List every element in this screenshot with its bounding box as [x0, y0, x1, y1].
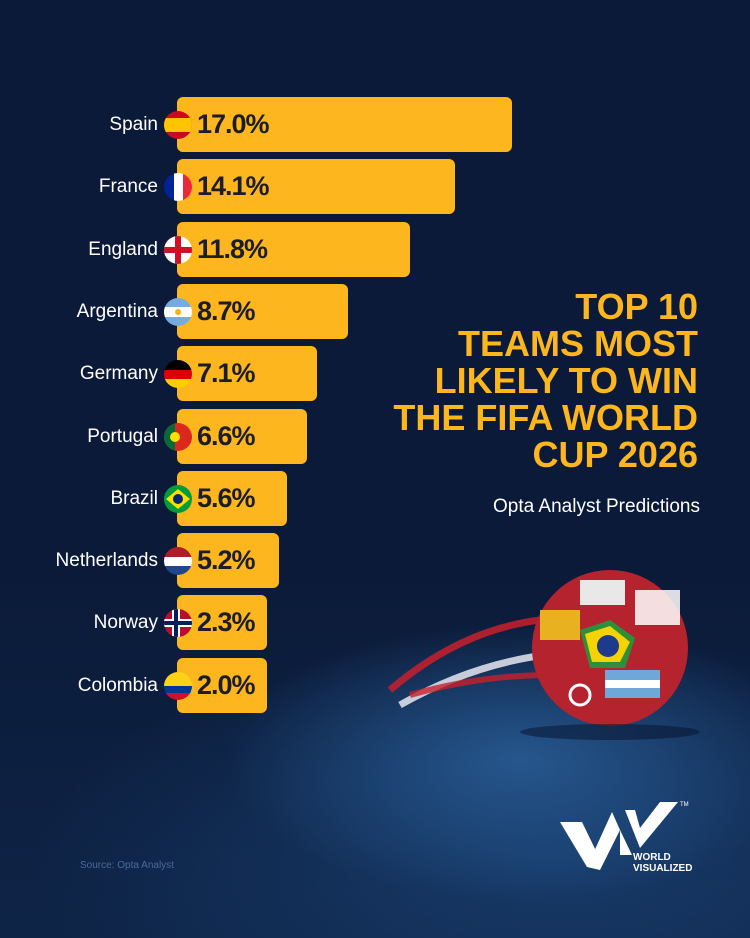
bar-row: Colombia 2.0%: [0, 657, 750, 714]
germany-flag-icon: [164, 360, 192, 389]
bar: [177, 533, 280, 589]
value-label: 11.8%: [197, 233, 268, 264]
bar: [177, 470, 288, 526]
spain-flag-icon: [164, 111, 192, 139]
bar-row: Brazil 5.6%: [0, 470, 750, 527]
value-label: 2.3%: [197, 607, 256, 638]
bar-row: Argentina 8.7%: [0, 283, 750, 340]
bar-row: England 11.8%: [0, 221, 750, 278]
logo-wordmark: WORLD VISUALIZED: [633, 852, 692, 874]
team-label: Norway: [93, 612, 158, 634]
portugal-flag-icon: [164, 422, 192, 451]
bar-row: Spain 17.0%: [0, 97, 750, 153]
soccer-ball-illustration: [387, 570, 700, 740]
bar: [177, 97, 512, 152]
team-label: Portugal: [87, 425, 158, 447]
team-label: Spain: [109, 114, 158, 135]
logo-line: VISUALIZED: [633, 863, 693, 874]
team-label: England: [88, 238, 158, 260]
bar: [177, 408, 308, 464]
world-visualized-logo-icon: TM: [560, 802, 689, 870]
norway-flag-icon: [164, 609, 192, 638]
bar: [177, 657, 267, 713]
source-note: Source: Opta Analyst: [80, 860, 174, 871]
team-label: Colombia: [77, 674, 158, 696]
title-line: TOP 10: [575, 286, 698, 327]
team-label: Netherlands: [55, 550, 158, 572]
netherlands-flag-icon: [164, 547, 192, 576]
value-label: 14.1%: [197, 171, 270, 202]
value-label: 6.6%: [197, 420, 256, 451]
bar-row: France 14.1%: [0, 159, 750, 215]
logo-line: WORLD: [633, 852, 671, 863]
team-label: France: [98, 176, 158, 198]
title-line: CUP 2026: [532, 434, 698, 475]
title-line: THE FIFA WORLD: [393, 397, 698, 438]
team-label: Brazil: [110, 487, 158, 509]
bar: [177, 159, 455, 215]
bar: [177, 595, 267, 651]
value-label: 5.6%: [197, 482, 256, 513]
chart-subtitle: Opta Analyst Predictions: [493, 496, 700, 517]
bar-row: Portugal 6.6%: [0, 408, 750, 465]
bar-row: Germany 7.1%: [0, 346, 750, 402]
bar-row: Netherlands 5.2%: [0, 533, 750, 589]
argentina-flag-icon: [164, 297, 192, 326]
team-label: Germany: [79, 363, 158, 385]
value-label: 5.2%: [197, 545, 256, 576]
bar: [177, 221, 410, 277]
value-label: 7.1%: [197, 358, 256, 389]
england-flag-icon: [164, 235, 192, 264]
bar-row: Norway 2.3%: [0, 595, 750, 651]
team-label: Argentina: [76, 300, 158, 322]
title-line: TEAMS MOST: [458, 323, 698, 364]
value-label: 2.0%: [197, 669, 256, 700]
value-label: 8.7%: [197, 295, 256, 326]
title-line: LIKELY TO WIN: [434, 360, 698, 401]
colombia-flag-icon: [164, 671, 192, 700]
bar: [177, 283, 349, 339]
brazil-flag-icon: [164, 484, 192, 513]
france-flag-icon: [164, 173, 192, 202]
svg-text:TM: TM: [680, 802, 689, 808]
bar: [177, 346, 317, 402]
chart-title: TOP 10 TEAMS MOST LIKELY TO WIN THE FIFA…: [393, 288, 698, 473]
value-label: 17.0%: [197, 109, 270, 139]
